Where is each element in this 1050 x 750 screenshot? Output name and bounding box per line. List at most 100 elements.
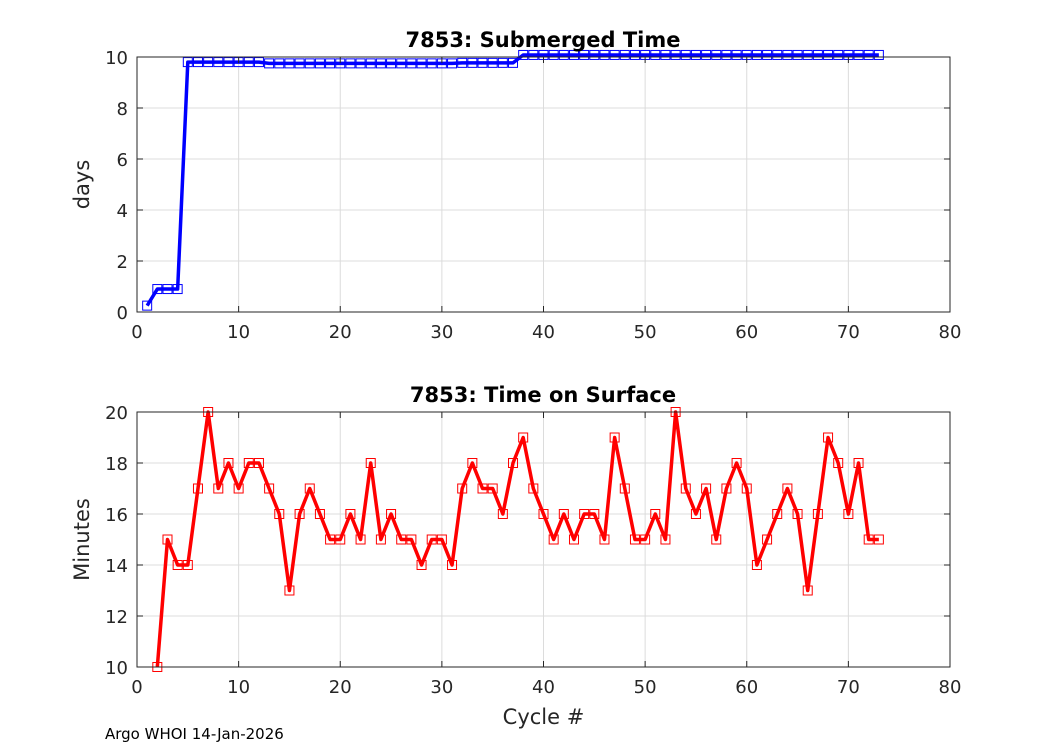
surface-data-point	[731, 458, 742, 468]
surface-data-point	[782, 483, 793, 494]
surface-data-point	[274, 509, 285, 519]
submerged-data-point	[568, 49, 579, 60]
submerged-data-point	[365, 58, 376, 69]
surface-data-point	[680, 483, 691, 494]
surface-data-point	[711, 534, 722, 545]
submerged-x-tick-label: 70	[837, 322, 860, 343]
submerged-data-point	[243, 57, 254, 68]
surface-data-point	[253, 458, 264, 468]
surface-y-tick-label: 10	[105, 658, 128, 679]
surface-data-point	[792, 509, 803, 519]
submerged-data-point	[853, 49, 864, 60]
surface-data-point	[436, 534, 447, 545]
submerged-data-point	[721, 49, 732, 60]
surface-data-point	[802, 585, 813, 596]
submerged-data-point	[589, 49, 600, 60]
submerged-data-point	[701, 49, 712, 60]
submerged-x-tick-label: 30	[430, 322, 453, 343]
surface-data-point	[741, 483, 752, 494]
surface-data-point	[833, 458, 844, 468]
submerged-data-point	[650, 49, 661, 60]
surface-data-point	[640, 534, 651, 545]
surface-data-point	[477, 483, 488, 494]
submerged-data-point	[386, 58, 397, 69]
submerged-data-point	[396, 58, 407, 69]
submerged-data-point	[274, 58, 285, 69]
surface-y-tick-label: 14	[105, 556, 128, 577]
surface-data-point	[386, 509, 397, 519]
submerged-data-point	[457, 57, 468, 68]
submerged-data-point	[873, 49, 884, 60]
submerged-data-point	[375, 58, 386, 69]
submerged-y-tick-label: 0	[117, 303, 128, 324]
surface-x-tick-label: 20	[329, 677, 352, 698]
surface-data-point	[528, 483, 539, 494]
submerged-chart-title: 7853: Submerged Time	[405, 28, 680, 52]
surface-x-tick-label: 50	[634, 677, 657, 698]
submerged-x-tick-label: 20	[329, 322, 352, 343]
submerged-data-point	[426, 58, 437, 69]
submerged-data-point	[812, 49, 823, 60]
submerged-x-tick-label: 60	[735, 322, 758, 343]
submerged-data-point	[264, 58, 275, 69]
submerged-data-point	[284, 58, 295, 69]
submerged-y-tick-label: 10	[105, 48, 128, 69]
submerged-data-point	[609, 49, 620, 60]
submerged-data-point	[599, 49, 610, 60]
submerged-data-point	[182, 57, 193, 68]
submerged-data-point	[751, 49, 762, 60]
surface-x-tick-label: 0	[131, 677, 142, 698]
submerged-y-tick-label: 2	[117, 252, 128, 273]
surface-data-point	[548, 534, 559, 545]
submerged-data-point	[772, 49, 783, 60]
surface-y-tick-label: 12	[105, 607, 128, 628]
submerged-data-point	[487, 57, 498, 68]
surface-data-point	[751, 560, 762, 570]
surface-data-point	[762, 534, 773, 545]
submerged-data-point	[863, 49, 874, 60]
surface-data-point	[426, 534, 437, 545]
submerged-data-point	[690, 49, 701, 60]
submerged-data-point	[223, 57, 234, 68]
surface-y-tick-label: 16	[105, 505, 128, 526]
surface-data-point	[721, 483, 732, 494]
surface-data-point	[182, 560, 193, 570]
surface-data-point	[690, 509, 701, 519]
surface-data-point	[233, 483, 244, 494]
surface-data-point	[609, 432, 620, 443]
surface-data-point	[314, 509, 325, 519]
submerged-data-point	[152, 284, 163, 295]
submerged-data-point	[416, 58, 427, 69]
surface-data-point	[457, 483, 468, 494]
surface-data-point	[294, 509, 305, 519]
submerged-data-point	[619, 49, 630, 60]
submerged-data-point	[792, 49, 803, 60]
submerged-data-point	[467, 57, 478, 68]
surface-x-tick-label: 80	[939, 677, 962, 698]
surface-data-point	[497, 509, 508, 519]
surface-data-point	[589, 509, 600, 519]
submerged-data-point	[518, 49, 529, 60]
surface-data-point	[304, 483, 315, 494]
surface-data-point	[335, 534, 346, 545]
surface-data-point	[345, 509, 356, 519]
submerged-data-point	[802, 49, 813, 60]
surface-data-point	[284, 585, 295, 596]
surface-data-point	[629, 534, 640, 545]
surface-data-point	[701, 483, 712, 494]
submerged-data-point	[314, 58, 325, 69]
surface-y-axis-label: Minutes	[70, 498, 94, 581]
submerged-data-point	[670, 49, 681, 60]
submerged-data-point	[762, 49, 773, 60]
submerged-data-point	[548, 49, 559, 60]
submerged-data-point	[782, 49, 793, 60]
submerged-data-point	[203, 57, 214, 68]
surface-data-point	[619, 483, 630, 494]
surface-data-point	[447, 560, 458, 570]
submerged-data-point	[660, 49, 671, 60]
submerged-data-point	[731, 49, 742, 60]
submerged-data-point	[253, 57, 264, 68]
submerged-data-point	[558, 49, 569, 60]
surface-x-tick-label: 10	[227, 677, 250, 698]
